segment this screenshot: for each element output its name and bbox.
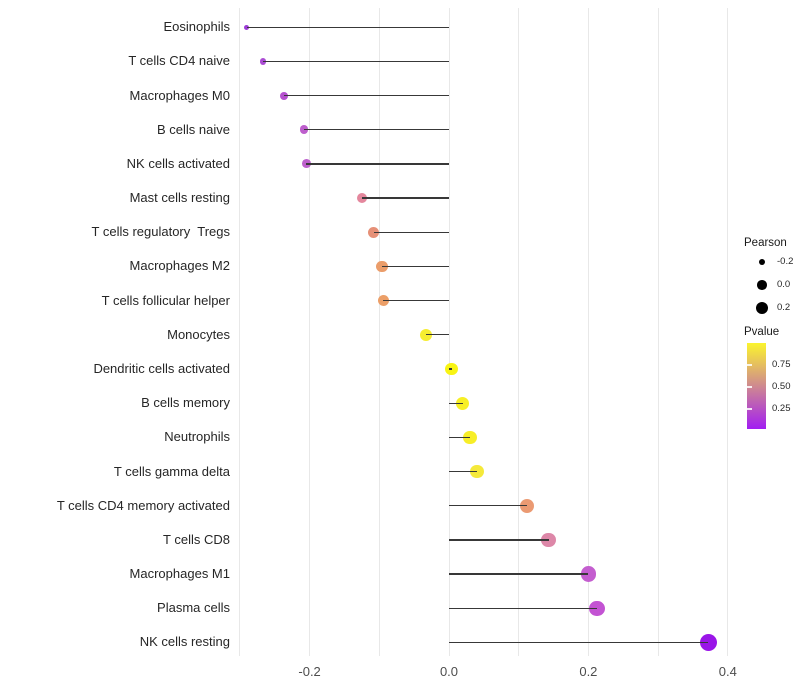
stem-line — [373, 231, 449, 233]
legend-size-label: 0.2 — [777, 302, 791, 313]
data-point — [541, 532, 556, 548]
data-point — [376, 260, 388, 273]
category-label: Eosinophils — [163, 19, 231, 35]
x-tick-label: -0.2 — [298, 664, 321, 679]
category-label: T cells CD4 memory activated — [56, 497, 230, 513]
gridline-x-0.1 — [518, 8, 520, 656]
gridline-x--0.3 — [239, 8, 241, 656]
legend-size-label: -0.2 — [777, 256, 794, 267]
stem-line — [449, 539, 549, 541]
stem-line — [449, 573, 589, 575]
category-label: Mast cells resting — [129, 190, 230, 206]
x-tick-label: 0.0 — [439, 664, 459, 679]
x-tick-label: 0.2 — [579, 664, 598, 679]
category-label: Dendritic cells activated — [93, 361, 230, 376]
legend-size-dot — [758, 258, 766, 266]
stem-line — [382, 265, 449, 268]
stem-line — [283, 94, 449, 97]
category-label: T cells CD8 — [163, 531, 230, 547]
colorbar-tick — [747, 386, 752, 388]
gridline-x-0.4 — [727, 8, 729, 656]
gridline-x-0 — [448, 8, 450, 656]
stem-line — [449, 368, 452, 370]
gridline-x--0.1 — [378, 8, 380, 656]
stem-line — [361, 197, 449, 199]
category-label: B cells naive — [157, 121, 230, 137]
category-label: Plasma cells — [157, 600, 230, 616]
category-label: NK cells activated — [126, 155, 230, 171]
category-label: T cells regulatory Tregs — [91, 224, 230, 240]
data-point — [589, 600, 605, 616]
legend-size-dot — [756, 302, 768, 314]
stem-line — [449, 641, 709, 644]
legend-size-title: Pearson — [744, 237, 787, 249]
gridline-x-0.3 — [657, 8, 659, 656]
colorbar-tick-label: 0.50 — [772, 381, 791, 392]
legend-size-label: 0.0 — [777, 279, 791, 290]
category-label: Monocytes — [167, 326, 230, 342]
category-label: T cells CD4 naive — [128, 53, 230, 69]
stem-line — [425, 334, 449, 336]
colorbar-tick — [747, 364, 752, 366]
category-label: Neutrophils — [164, 429, 230, 445]
category-label: Macrophages M1 — [129, 566, 230, 582]
colorbar-tick-label: 0.25 — [772, 403, 791, 414]
data-point — [368, 226, 380, 238]
stem-line — [262, 60, 449, 63]
stem-line — [246, 26, 449, 28]
data-point — [356, 192, 368, 204]
category-label: NK cells resting — [139, 634, 230, 650]
stem-line — [449, 402, 463, 404]
data-point — [299, 125, 309, 135]
legend-color-title: Pvalue — [744, 326, 780, 338]
category-label: T cells follicular helper — [101, 292, 230, 308]
stem-line — [449, 505, 528, 507]
colorbar-tick — [747, 408, 752, 410]
data-point — [377, 295, 390, 307]
category-label: T cells gamma delta — [113, 463, 230, 479]
category-label: Macrophages M2 — [129, 258, 230, 274]
stem-line — [449, 607, 597, 609]
stem-line — [304, 129, 449, 131]
gridline-x-0.2 — [587, 8, 589, 656]
legend-size-dot — [757, 280, 767, 290]
gridline-x--0.2 — [309, 8, 311, 656]
stem-line — [449, 436, 470, 438]
stem-line — [449, 470, 477, 473]
stem-line — [306, 163, 449, 165]
stem-line — [383, 299, 449, 302]
category-label: B cells memory — [141, 395, 230, 411]
x-tick-label: 0.4 — [718, 664, 737, 679]
colorbar-tick-label: 0.75 — [772, 359, 791, 370]
category-label: Macrophages M0 — [129, 87, 230, 103]
